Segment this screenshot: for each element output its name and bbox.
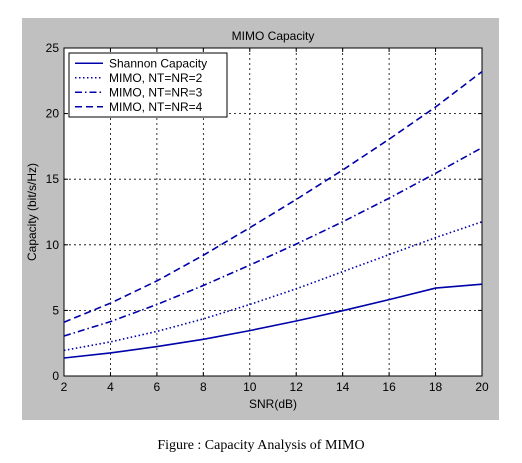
axes-box [63,47,483,377]
y-tick-label: 25 [46,41,60,55]
x-tick-label: 20 [475,380,489,394]
y-tick-label: 5 [52,303,59,317]
legend-label: MIMO, NT=NR=4 [109,100,203,114]
legend-label: MIMO, NT=NR=2 [109,71,203,85]
x-tick-label: 2 [61,380,68,394]
x-tick-label: 4 [107,380,114,394]
y-axis-label: Capacity (bit/s/Hz) [25,163,39,261]
chart-title: MIMO Capacity [232,29,315,43]
x-axis-label: SNR(dB) [249,397,297,411]
x-tick-label: 14 [336,380,350,394]
legend-label: MIMO, NT=NR=3 [109,85,203,99]
figure-caption: Figure : Capacity Analysis of MIMO [157,438,365,453]
y-tick-label: 15 [46,172,60,186]
series-line-1 [63,283,483,359]
legend-label: Shannon Capacity [109,56,207,70]
x-tick-label: 8 [200,380,207,394]
x-tick-label: 16 [382,380,396,394]
x-tick-label: 6 [154,380,161,394]
x-tick-label: 18 [429,380,443,394]
x-tick-label: 10 [243,380,257,394]
y-tick-label: 20 [46,107,60,121]
figure-frame: 2 4 6 8 10 12 14 16 18 20 0 5 10 15 20 25 MIMO Capacity S… [22,18,499,420]
series-line-2 [63,221,483,352]
chart: 2 4 6 8 10 12 14 16 18 20 0 5 10 15 20 25 MIMO Capacity S… [25,29,489,411]
x-tick-label: 12 [290,380,304,394]
y-tick-label: 10 [46,238,60,252]
series-line-3 [63,146,483,337]
series-line-4 [63,70,483,323]
y-tick-label: 0 [52,369,59,383]
